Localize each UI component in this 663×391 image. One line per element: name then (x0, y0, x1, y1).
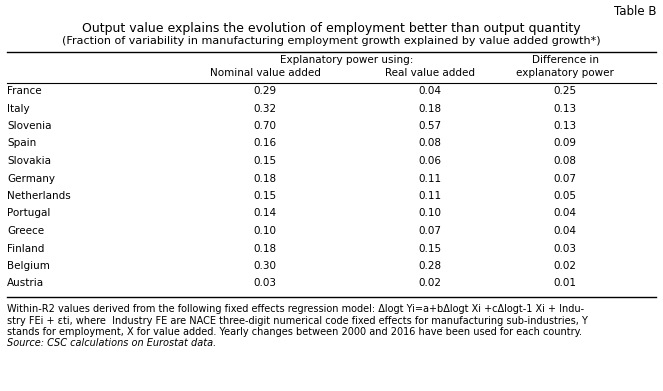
Text: 0.57: 0.57 (418, 121, 442, 131)
Text: 0.28: 0.28 (418, 261, 442, 271)
Text: Source: CSC calculations on Eurostat data.: Source: CSC calculations on Eurostat dat… (7, 339, 216, 348)
Text: Greece: Greece (7, 226, 44, 236)
Text: 0.02: 0.02 (554, 261, 577, 271)
Text: Explanatory power using:: Explanatory power using: (280, 55, 414, 65)
Text: stands for employment, X for value added. Yearly changes between 2000 and 2016 h: stands for employment, X for value added… (7, 327, 582, 337)
Text: 0.03: 0.03 (253, 278, 276, 289)
Text: Netherlands: Netherlands (7, 191, 71, 201)
Text: Difference in: Difference in (532, 55, 599, 65)
Text: 0.04: 0.04 (554, 226, 577, 236)
Text: Output value explains the evolution of employment better than output quantity: Output value explains the evolution of e… (82, 22, 580, 35)
Text: 0.04: 0.04 (554, 208, 577, 219)
Text: 0.15: 0.15 (418, 244, 442, 253)
Text: 0.29: 0.29 (253, 86, 276, 96)
Text: 0.15: 0.15 (253, 191, 276, 201)
Text: 0.01: 0.01 (554, 278, 577, 289)
Text: 0.14: 0.14 (253, 208, 276, 219)
Text: 0.13: 0.13 (554, 104, 577, 113)
Text: Portugal: Portugal (7, 208, 50, 219)
Text: Real value added: Real value added (385, 68, 475, 78)
Text: 0.18: 0.18 (253, 244, 276, 253)
Text: Table B: Table B (613, 5, 656, 18)
Text: Nominal value added: Nominal value added (210, 68, 320, 78)
Text: 0.13: 0.13 (554, 121, 577, 131)
Text: Slovakia: Slovakia (7, 156, 51, 166)
Text: Belgium: Belgium (7, 261, 50, 271)
Text: 0.05: 0.05 (554, 191, 577, 201)
Text: 0.11: 0.11 (418, 174, 442, 183)
Text: 0.32: 0.32 (253, 104, 276, 113)
Text: 0.18: 0.18 (253, 174, 276, 183)
Text: stry FEi + εti, where  Industry FE are NACE three-digit numerical code fixed eff: stry FEi + εti, where Industry FE are NA… (7, 316, 588, 325)
Text: Spain: Spain (7, 138, 36, 149)
Text: 0.10: 0.10 (253, 226, 276, 236)
Text: 0.02: 0.02 (418, 278, 442, 289)
Text: 0.25: 0.25 (554, 86, 577, 96)
Text: 0.09: 0.09 (554, 138, 577, 149)
Text: Italy: Italy (7, 104, 30, 113)
Text: 0.08: 0.08 (554, 156, 577, 166)
Text: 0.03: 0.03 (554, 244, 577, 253)
Text: 0.07: 0.07 (554, 174, 577, 183)
Text: explanatory power: explanatory power (516, 68, 614, 78)
Text: (Fraction of variability in manufacturing employment growth explained by value a: (Fraction of variability in manufacturin… (62, 36, 600, 46)
Text: 0.15: 0.15 (253, 156, 276, 166)
Text: 0.04: 0.04 (418, 86, 442, 96)
Text: 0.06: 0.06 (418, 156, 442, 166)
Text: 0.08: 0.08 (418, 138, 442, 149)
Text: 0.10: 0.10 (418, 208, 442, 219)
Text: 0.16: 0.16 (253, 138, 276, 149)
Text: 0.30: 0.30 (253, 261, 276, 271)
Text: 0.11: 0.11 (418, 191, 442, 201)
Text: 0.18: 0.18 (418, 104, 442, 113)
Text: Germany: Germany (7, 174, 55, 183)
Text: Within-R2 values derived from the following fixed effects regression model: Δlog: Within-R2 values derived from the follow… (7, 304, 584, 314)
Text: Finland: Finland (7, 244, 44, 253)
Text: France: France (7, 86, 42, 96)
Text: Austria: Austria (7, 278, 44, 289)
Text: 0.07: 0.07 (418, 226, 442, 236)
Text: Slovenia: Slovenia (7, 121, 52, 131)
Text: 0.70: 0.70 (253, 121, 276, 131)
